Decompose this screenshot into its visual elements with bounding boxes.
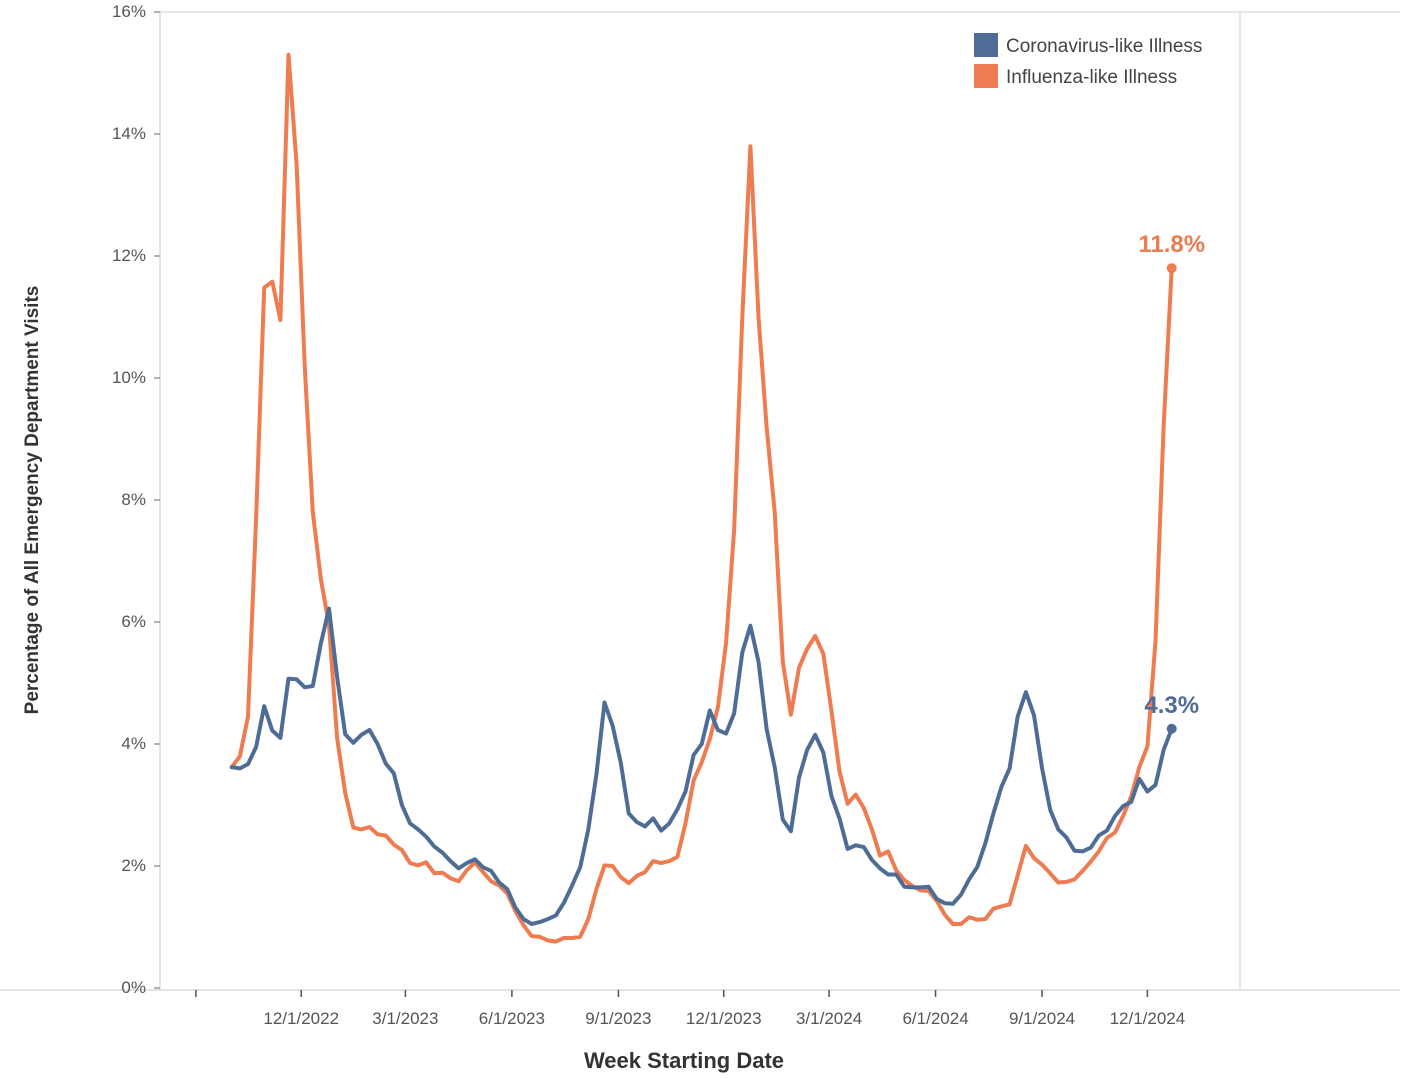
x-tick-label: 3/1/2023 [372, 1009, 438, 1028]
y-tick-label: 4% [121, 734, 146, 753]
x-tick-label: 12/1/2024 [1110, 1009, 1186, 1028]
x-tick-label: 6/1/2023 [479, 1009, 545, 1028]
y-tick-label: 12% [112, 246, 146, 265]
y-tick-label: 6% [121, 612, 146, 631]
y-tick-label: 2% [121, 856, 146, 875]
series-end-point [1166, 263, 1177, 274]
y-tick-label: 10% [112, 368, 146, 387]
x-tick-label: 9/1/2023 [585, 1009, 651, 1028]
series-line-influenza-like-illness [229, 52, 1174, 944]
x-tick-label: 12/1/2023 [686, 1009, 762, 1028]
legend-label: Influenza-like Illness [1006, 67, 1177, 88]
legend-swatch [974, 64, 998, 88]
x-tick-label: 12/1/2022 [263, 1009, 339, 1028]
y-tick-label: 16% [112, 2, 146, 21]
legend-label: Coronavirus-like Illness [1006, 36, 1202, 57]
y-tick-label: 8% [121, 490, 146, 509]
series-end-label: 11.8% [1138, 231, 1205, 258]
x-tick-label: 6/1/2024 [902, 1009, 968, 1028]
x-tick-label: 9/1/2024 [1009, 1009, 1075, 1028]
series-end-point [1166, 723, 1177, 734]
series-end-label: 4.3% [1144, 692, 1199, 719]
x-axis-title: Week Starting Date [584, 1048, 784, 1073]
series-line-coronavirus-like-illness [229, 606, 1174, 926]
legend-swatch [974, 33, 998, 57]
y-tick-label: 14% [112, 124, 146, 143]
y-tick-label: 0% [121, 978, 146, 997]
y-axis-title: Percentage of All Emergency Department V… [22, 286, 43, 715]
x-tick-label: 3/1/2024 [796, 1009, 862, 1028]
